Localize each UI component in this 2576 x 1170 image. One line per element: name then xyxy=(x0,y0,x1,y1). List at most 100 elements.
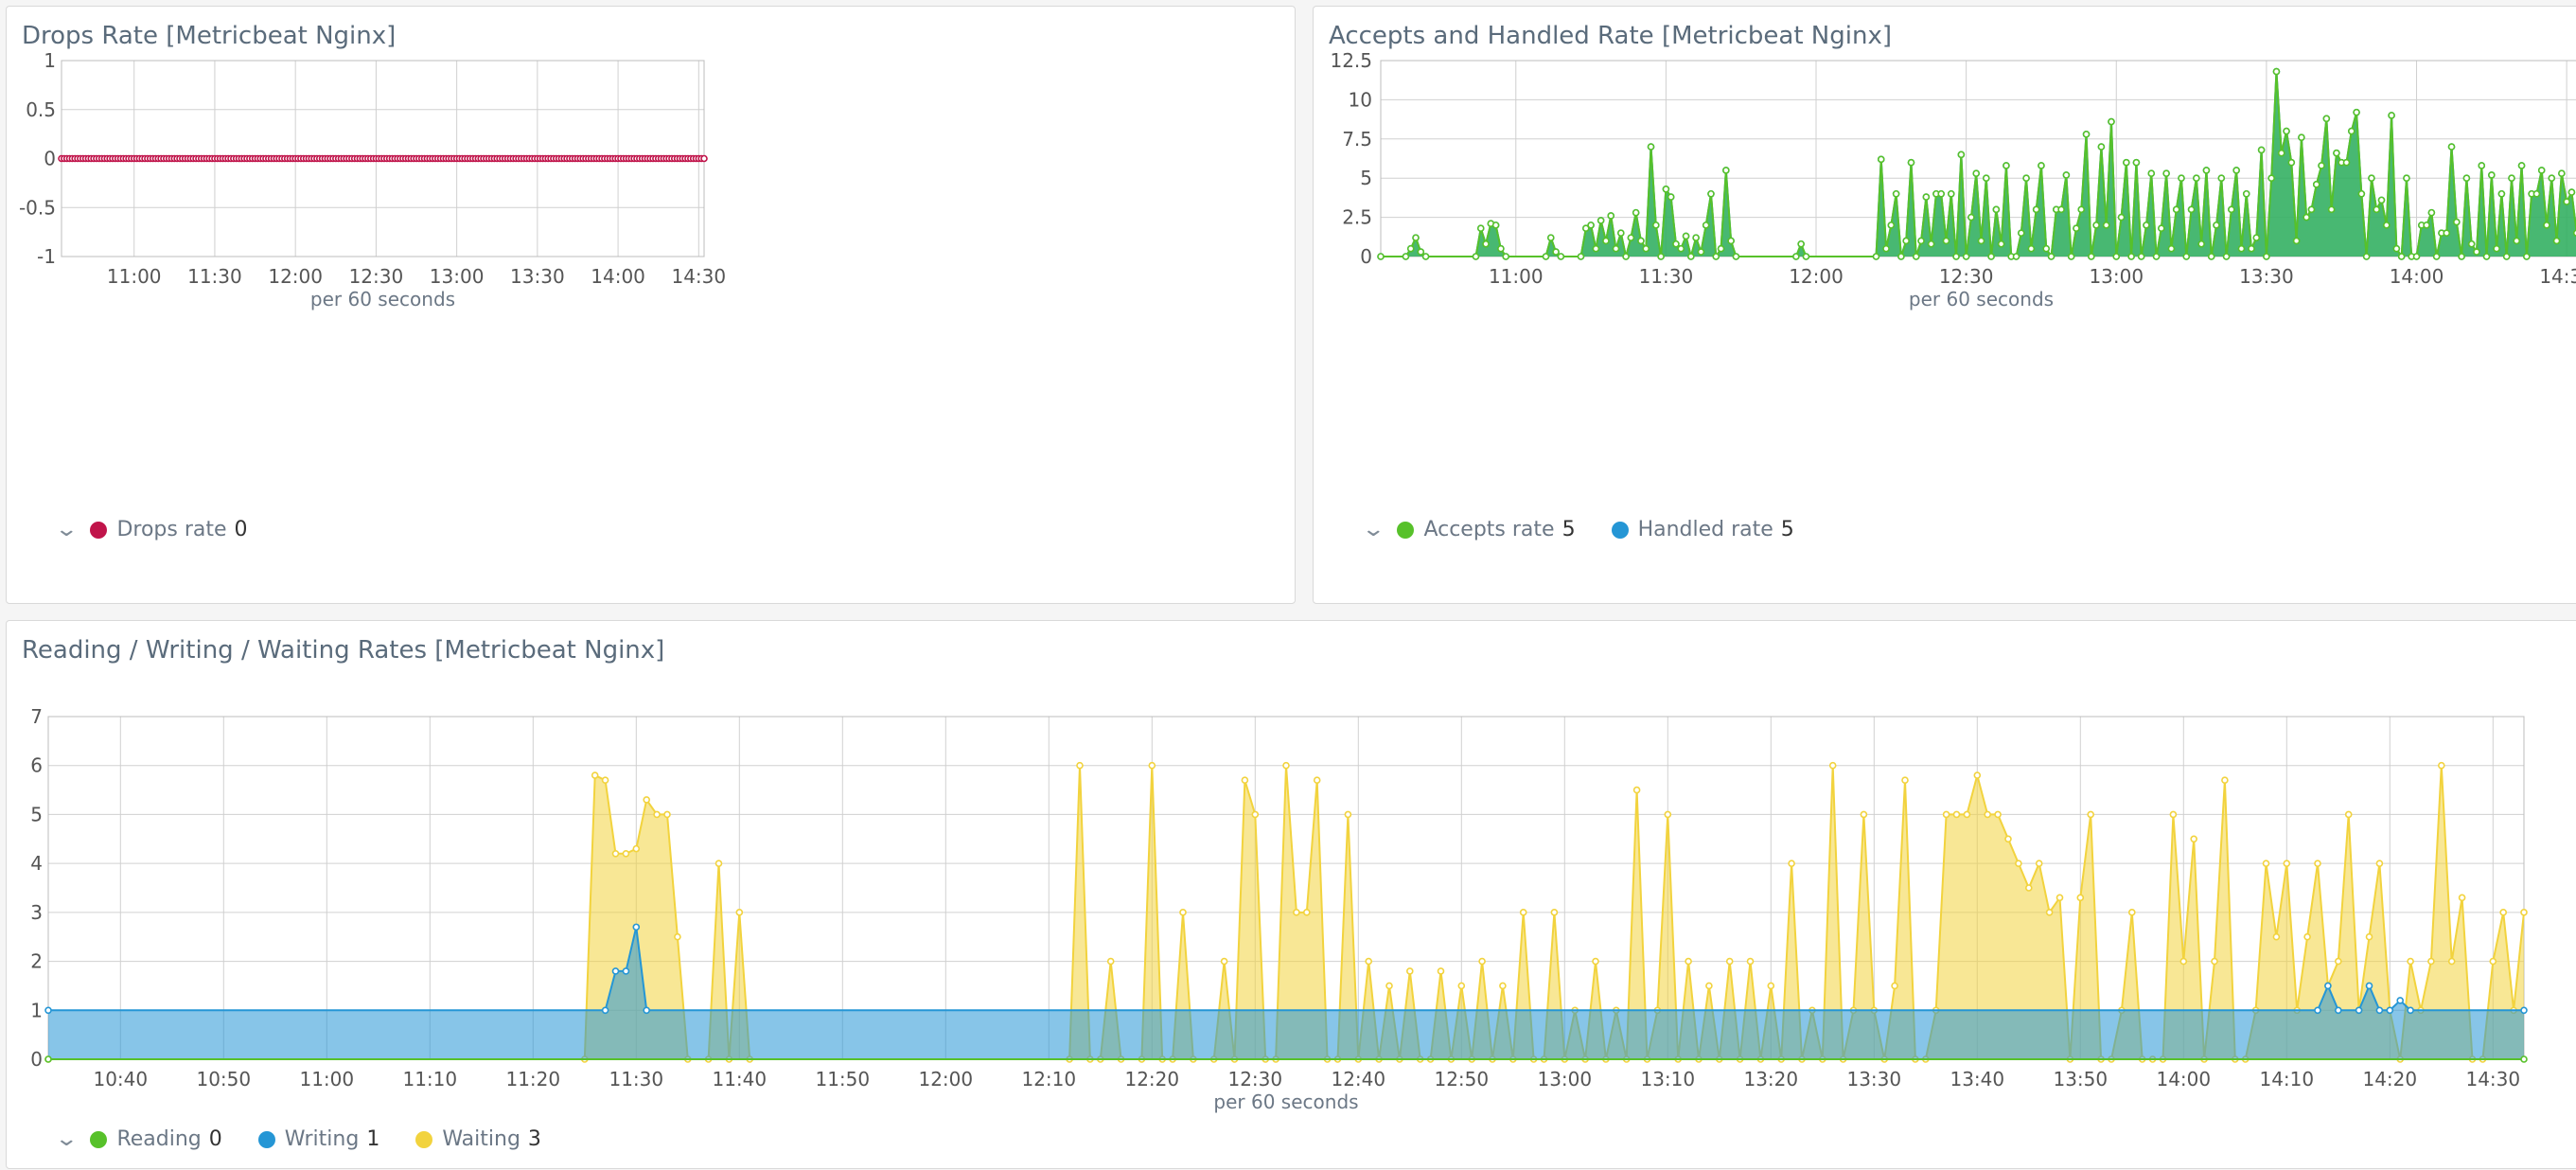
chevron-down-icon[interactable]: ⌄ xyxy=(54,1127,79,1151)
x-tick-label: 11:50 xyxy=(815,1068,870,1090)
x-tick-label: 11:30 xyxy=(187,265,242,288)
data-point xyxy=(1385,982,1393,990)
data-point xyxy=(663,810,671,819)
data-point xyxy=(1106,957,1115,966)
drops-rate-chart[interactable]: 1 0.5 0 -0.5 -1 11:00 11:30 12:00 12:30 13:00 13:3… xyxy=(7,7,1297,605)
data-point xyxy=(1542,253,1550,260)
panel-title: Accepts and Handled Rate [Metricbeat Ngi… xyxy=(1329,22,1892,50)
data-point xyxy=(2222,253,2231,260)
data-point xyxy=(2335,1006,2342,1015)
data-point xyxy=(2307,205,2316,214)
data-point xyxy=(2502,253,2511,260)
data-point xyxy=(2197,239,2205,248)
data-point xyxy=(591,771,599,779)
data-point xyxy=(2563,198,2570,205)
legend-item-reading[interactable]: Reading 0 xyxy=(90,1127,222,1151)
data-point xyxy=(1303,909,1311,916)
data-point xyxy=(1967,213,1975,222)
y-tick-label: 0 xyxy=(44,148,56,170)
data-point xyxy=(1607,212,1615,220)
data-point xyxy=(1457,982,1466,990)
data-point xyxy=(2221,776,2229,785)
data-point xyxy=(2365,932,2373,941)
x-tick-label: 14:00 xyxy=(2156,1068,2211,1090)
chevron-down-icon[interactable]: ⌄ xyxy=(1361,518,1386,541)
data-point xyxy=(1406,967,1414,975)
data-point xyxy=(1942,237,1950,245)
data-point xyxy=(2520,1055,2528,1063)
series-line xyxy=(1381,71,2576,260)
chevron-down-icon[interactable]: ⌄ xyxy=(54,518,79,541)
data-point xyxy=(1616,229,1625,237)
data-point xyxy=(2267,174,2275,182)
data-point xyxy=(2453,218,2461,226)
data-point xyxy=(44,1055,52,1063)
data-point xyxy=(1482,239,1490,248)
legend-item-writing[interactable]: Writing 1 xyxy=(257,1127,379,1151)
accepts-handled-chart[interactable]: 12.5 10 7.5 5 2.5 0 11:00 11:30 12:00 12:30 13:00 1… xyxy=(1314,7,2576,605)
legend-item-handled-rate[interactable]: Handled rate 5 xyxy=(1611,518,1794,541)
data-point xyxy=(1942,810,1950,819)
data-point xyxy=(2263,253,2270,260)
data-point xyxy=(2427,957,2435,966)
data-point xyxy=(2375,860,2384,867)
x-tick-label: 12:30 xyxy=(1939,265,1994,288)
data-point xyxy=(2314,860,2321,867)
data-point xyxy=(1662,185,1670,193)
data-point xyxy=(1076,761,1084,770)
legend-item-waiting[interactable]: Waiting 3 xyxy=(415,1127,541,1151)
data-point xyxy=(611,850,620,858)
data-point xyxy=(1652,222,1660,229)
data-point xyxy=(1992,205,2001,214)
data-point xyxy=(2499,909,2507,916)
x-tick-label: 14:10 xyxy=(2259,1068,2314,1090)
legend-value: 3 xyxy=(527,1127,541,1151)
data-point xyxy=(2172,205,2180,214)
legend-item-drops-rate[interactable]: Drops rate 0 xyxy=(90,518,248,541)
panel-title: Reading / Writing / Waiting Rates [Metri… xyxy=(22,636,665,665)
legend-label: Reading xyxy=(116,1127,202,1151)
x-tick-label: 13:30 xyxy=(1846,1068,1901,1090)
data-point xyxy=(2092,222,2100,229)
data-point xyxy=(1637,237,1645,245)
legend-dot xyxy=(1397,521,1415,539)
data-point xyxy=(2493,244,2500,253)
data-point xyxy=(1973,771,1982,779)
legend: ⌄ Accepts rate 5 Handled rate 5 xyxy=(1361,518,1830,541)
data-point xyxy=(2169,810,2178,819)
data-point xyxy=(2397,253,2406,260)
data-point xyxy=(2248,244,2255,253)
y-tick-label: 5 xyxy=(30,803,43,825)
data-point xyxy=(1891,982,1898,990)
data-point xyxy=(2342,158,2351,167)
y-tick-label: 1 xyxy=(30,999,43,1021)
data-point xyxy=(2482,253,2491,260)
x-tick-label: 14:00 xyxy=(591,265,645,288)
data-point xyxy=(1472,253,1480,260)
x-tick-label: 12:50 xyxy=(1434,1068,1489,1090)
data-point xyxy=(2508,174,2515,182)
x-tick-label: 13:00 xyxy=(2089,265,2144,288)
data-point xyxy=(2127,253,2135,260)
y-tick-label: -0.5 xyxy=(19,196,56,219)
data-point xyxy=(1552,248,1560,256)
data-point xyxy=(1907,158,1915,167)
data-point xyxy=(2038,162,2045,169)
x-tick-label: 14:30 xyxy=(2465,1068,2520,1090)
data-point xyxy=(1882,244,1890,253)
data-point xyxy=(2365,982,2373,990)
y-tick-label: 1 xyxy=(44,49,56,72)
data-point xyxy=(2344,810,2353,819)
data-point xyxy=(1697,248,1705,256)
data-point xyxy=(735,909,744,916)
data-point xyxy=(1581,224,1590,232)
data-point xyxy=(2458,253,2465,260)
legend-dot xyxy=(90,521,108,539)
data-point xyxy=(2327,205,2336,214)
legend-item-accepts-rate[interactable]: Accepts rate 5 xyxy=(1397,518,1576,541)
data-point xyxy=(2447,957,2456,966)
data-point xyxy=(2087,810,2094,819)
data-point xyxy=(2283,860,2291,867)
data-point xyxy=(1417,248,1425,256)
